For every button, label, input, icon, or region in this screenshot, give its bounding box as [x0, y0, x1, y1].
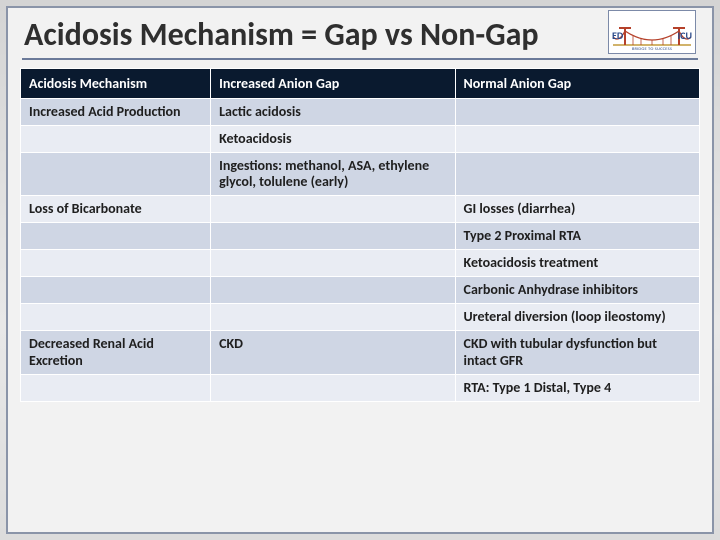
title-row: Acidosis Mechanism = Gap vs Non-Gap ED I…	[20, 18, 700, 58]
cell: Decreased Renal Acid Excretion	[21, 331, 211, 374]
table-row: Increased Acid Production Lactic acidosi…	[21, 98, 700, 125]
cell: Ureteral diversion (loop ileostomy)	[455, 304, 699, 331]
cell: CKD	[211, 331, 455, 374]
cell: CKD with tubular dysfunction but intact …	[455, 331, 699, 374]
logo-sub-label: BRIDGE TO SUCCESS	[609, 47, 695, 52]
table-row: Ingestions: methanol, ASA, ethylene glyc…	[21, 152, 700, 195]
cell	[21, 152, 211, 195]
cell: Loss of Bicarbonate	[21, 195, 211, 222]
cell	[211, 250, 455, 277]
table-row: Ketoacidosis	[21, 125, 700, 152]
cell: Ingestions: methanol, ASA, ethylene glyc…	[211, 152, 455, 195]
cell: Carbonic Anhydrase inhibitors	[455, 277, 699, 304]
logo-badge: ED ICU BRIDGE TO SUCCESS	[608, 10, 696, 54]
cell	[211, 277, 455, 304]
cell: Increased Acid Production	[21, 98, 211, 125]
cell	[211, 374, 455, 401]
cell: Type 2 Proximal RTA	[455, 223, 699, 250]
cell: GI losses (diarrhea)	[455, 195, 699, 222]
table-row: RTA: Type 1 Distal, Type 4	[21, 374, 700, 401]
cell	[21, 277, 211, 304]
table-row: Loss of Bicarbonate GI losses (diarrhea)	[21, 195, 700, 222]
cell	[455, 152, 699, 195]
table-row: Carbonic Anhydrase inhibitors	[21, 277, 700, 304]
cell	[21, 125, 211, 152]
table-row: Type 2 Proximal RTA	[21, 223, 700, 250]
cell	[211, 304, 455, 331]
col-header-normal-gap: Normal Anion Gap	[455, 68, 699, 98]
cell: Ketoacidosis treatment	[455, 250, 699, 277]
cell	[211, 223, 455, 250]
col-header-mechanism: Acidosis Mechanism	[21, 68, 211, 98]
cell	[455, 125, 699, 152]
page-title: Acidosis Mechanism = Gap vs Non-Gap	[20, 18, 700, 52]
cell	[21, 223, 211, 250]
cell	[21, 250, 211, 277]
table-row: Decreased Renal Acid Excretion CKD CKD w…	[21, 331, 700, 374]
table-row: Ketoacidosis treatment	[21, 250, 700, 277]
slide-container: Acidosis Mechanism = Gap vs Non-Gap ED I…	[6, 6, 714, 534]
logo-right-label: ICU	[678, 29, 693, 42]
cell: Lactic acidosis	[211, 98, 455, 125]
cell	[211, 195, 455, 222]
logo-left-label: ED	[612, 29, 623, 42]
cell	[21, 304, 211, 331]
table-body: Increased Acid Production Lactic acidosi…	[21, 98, 700, 401]
title-underline	[22, 58, 698, 60]
cell: Ketoacidosis	[211, 125, 455, 152]
cell: RTA: Type 1 Distal, Type 4	[455, 374, 699, 401]
acidosis-table: Acidosis Mechanism Increased Anion Gap N…	[20, 68, 700, 402]
table-header-row: Acidosis Mechanism Increased Anion Gap N…	[21, 68, 700, 98]
col-header-increased-gap: Increased Anion Gap	[211, 68, 455, 98]
table-row: Ureteral diversion (loop ileostomy)	[21, 304, 700, 331]
cell	[21, 374, 211, 401]
cell	[455, 98, 699, 125]
